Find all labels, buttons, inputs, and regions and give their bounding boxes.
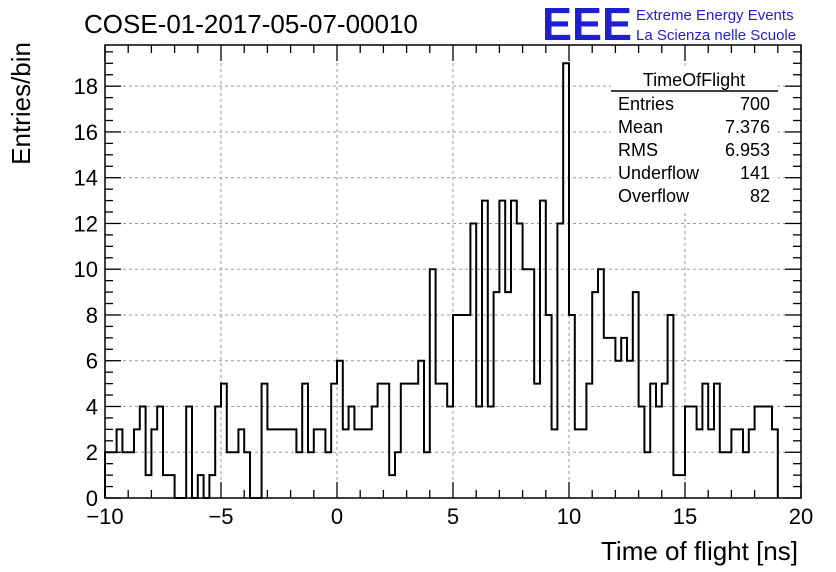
stats-box: TimeOfFlight Entries 700 Mean 7.376 RMS … — [611, 66, 778, 210]
x-tick-label: −10 — [86, 504, 123, 529]
stats-label-overflow: Overflow — [618, 186, 690, 206]
y-tick-label: 12 — [74, 211, 98, 236]
y-tick-label: 4 — [86, 394, 98, 419]
x-axis-label: Time of flight [ns] — [601, 536, 798, 566]
plot-frame — [104, 44, 802, 499]
x-tick-labels: −10 −5 0 5 10 15 20 — [86, 504, 813, 529]
stats-value-entries: 700 — [740, 94, 770, 114]
stats-label-underflow: Underflow — [618, 163, 700, 183]
stats-box-background — [611, 66, 778, 210]
logo-line-1: Extreme Energy Events — [636, 7, 794, 24]
stats-box-title: TimeOfFlight — [643, 70, 745, 90]
x-tick-label: 20 — [789, 504, 813, 529]
stats-value-underflow: 141 — [740, 163, 770, 183]
stats-label-rms: RMS — [618, 140, 658, 160]
y-tick-label: 10 — [74, 257, 98, 282]
y-tick-label: 6 — [86, 349, 98, 374]
y-tick-label: 2 — [86, 440, 98, 465]
x-tick-label: −5 — [208, 504, 233, 529]
stats-value-mean: 7.376 — [725, 117, 770, 137]
stats-value-overflow: 82 — [750, 186, 770, 206]
x-tick-label: 15 — [673, 504, 697, 529]
y-tick-label: 0 — [86, 486, 98, 511]
y-tick-label: 14 — [74, 166, 98, 191]
eee-logo-icon: EEE — [542, 0, 632, 50]
stats-label-mean: Mean — [618, 117, 663, 137]
y-tick-label: 8 — [86, 303, 98, 328]
y-axis-label: Entries/bin — [6, 42, 36, 165]
y-tick-label: 16 — [74, 120, 98, 145]
x-tick-label: 0 — [331, 504, 343, 529]
logo-line-2: La Scienza nelle Scuole — [636, 27, 796, 44]
stats-label-entries: Entries — [618, 94, 674, 114]
run-title: COSE-01-2017-05-07-00010 — [84, 9, 418, 39]
histogram-series-line — [104, 62, 779, 499]
x-tick-label: 10 — [557, 504, 581, 529]
y-tick-labels: 0 2 4 6 8 10 12 14 16 18 — [74, 74, 98, 511]
axis-ticks — [104, 45, 802, 499]
y-tick-label: 18 — [74, 74, 98, 99]
x-tick-label: 5 — [447, 504, 459, 529]
stats-value-rms: 6.953 — [725, 140, 770, 160]
